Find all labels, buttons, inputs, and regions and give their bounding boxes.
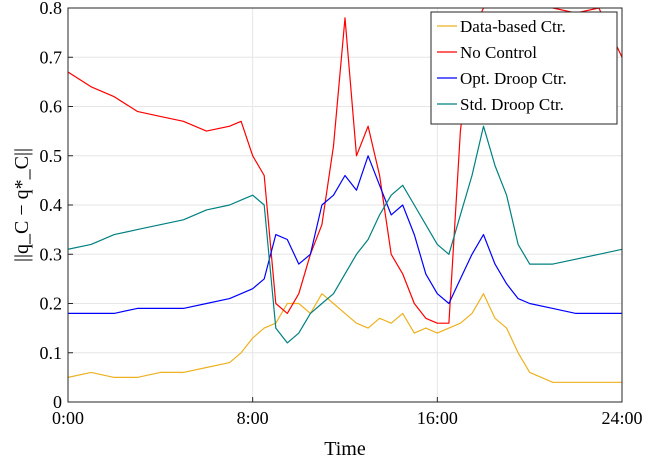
y-tick-label: 0.7 — [40, 47, 63, 67]
y-axis-label: ||q_C − q*_C|| — [11, 148, 33, 262]
x-tick-label: 24:00 — [601, 408, 642, 428]
y-tick-label: 0.1 — [40, 343, 63, 363]
y-tick-label: 0.8 — [40, 0, 63, 18]
series-lines — [68, 8, 622, 383]
legend-label: Std. Droop Ctr. — [460, 95, 564, 114]
y-tick-label: 0.4 — [40, 195, 63, 215]
series-line-no-control — [68, 8, 622, 324]
y-tick-label: 0.2 — [40, 294, 63, 314]
y-tick-label: 0.5 — [40, 146, 63, 166]
axis-ticks: 0 0.1 0.2 0.3 0.4 0.5 0.6 0.7 0.8 0:00 8:00 16:00 24… — [40, 0, 643, 428]
x-tick-label: 8:00 — [237, 408, 269, 428]
y-tick-label: 0.3 — [40, 244, 63, 264]
x-axis-label: Time — [324, 438, 366, 460]
series-line-data-based-ctr — [68, 293, 622, 383]
y-tick-label: 0.6 — [40, 97, 63, 117]
legend-label: No Control — [460, 43, 537, 62]
series-line-std-droop-ctr — [68, 125, 622, 344]
legend-label: Data-based Ctr. — [460, 17, 566, 36]
legend-box — [430, 11, 618, 125]
legend-label: Opt. Droop Ctr. — [460, 69, 567, 88]
x-tick-label: 16:00 — [417, 408, 458, 428]
x-tick-label: 0:00 — [52, 408, 84, 428]
y-axis-label-text: ||q_C − q*_C|| — [11, 148, 33, 262]
y-tick-label: 0 — [53, 392, 62, 412]
series-line-opt-droop-ctr — [68, 155, 622, 314]
legend: Data-based Ctr. No Control Opt. Droop Ctr.… — [430, 11, 618, 125]
